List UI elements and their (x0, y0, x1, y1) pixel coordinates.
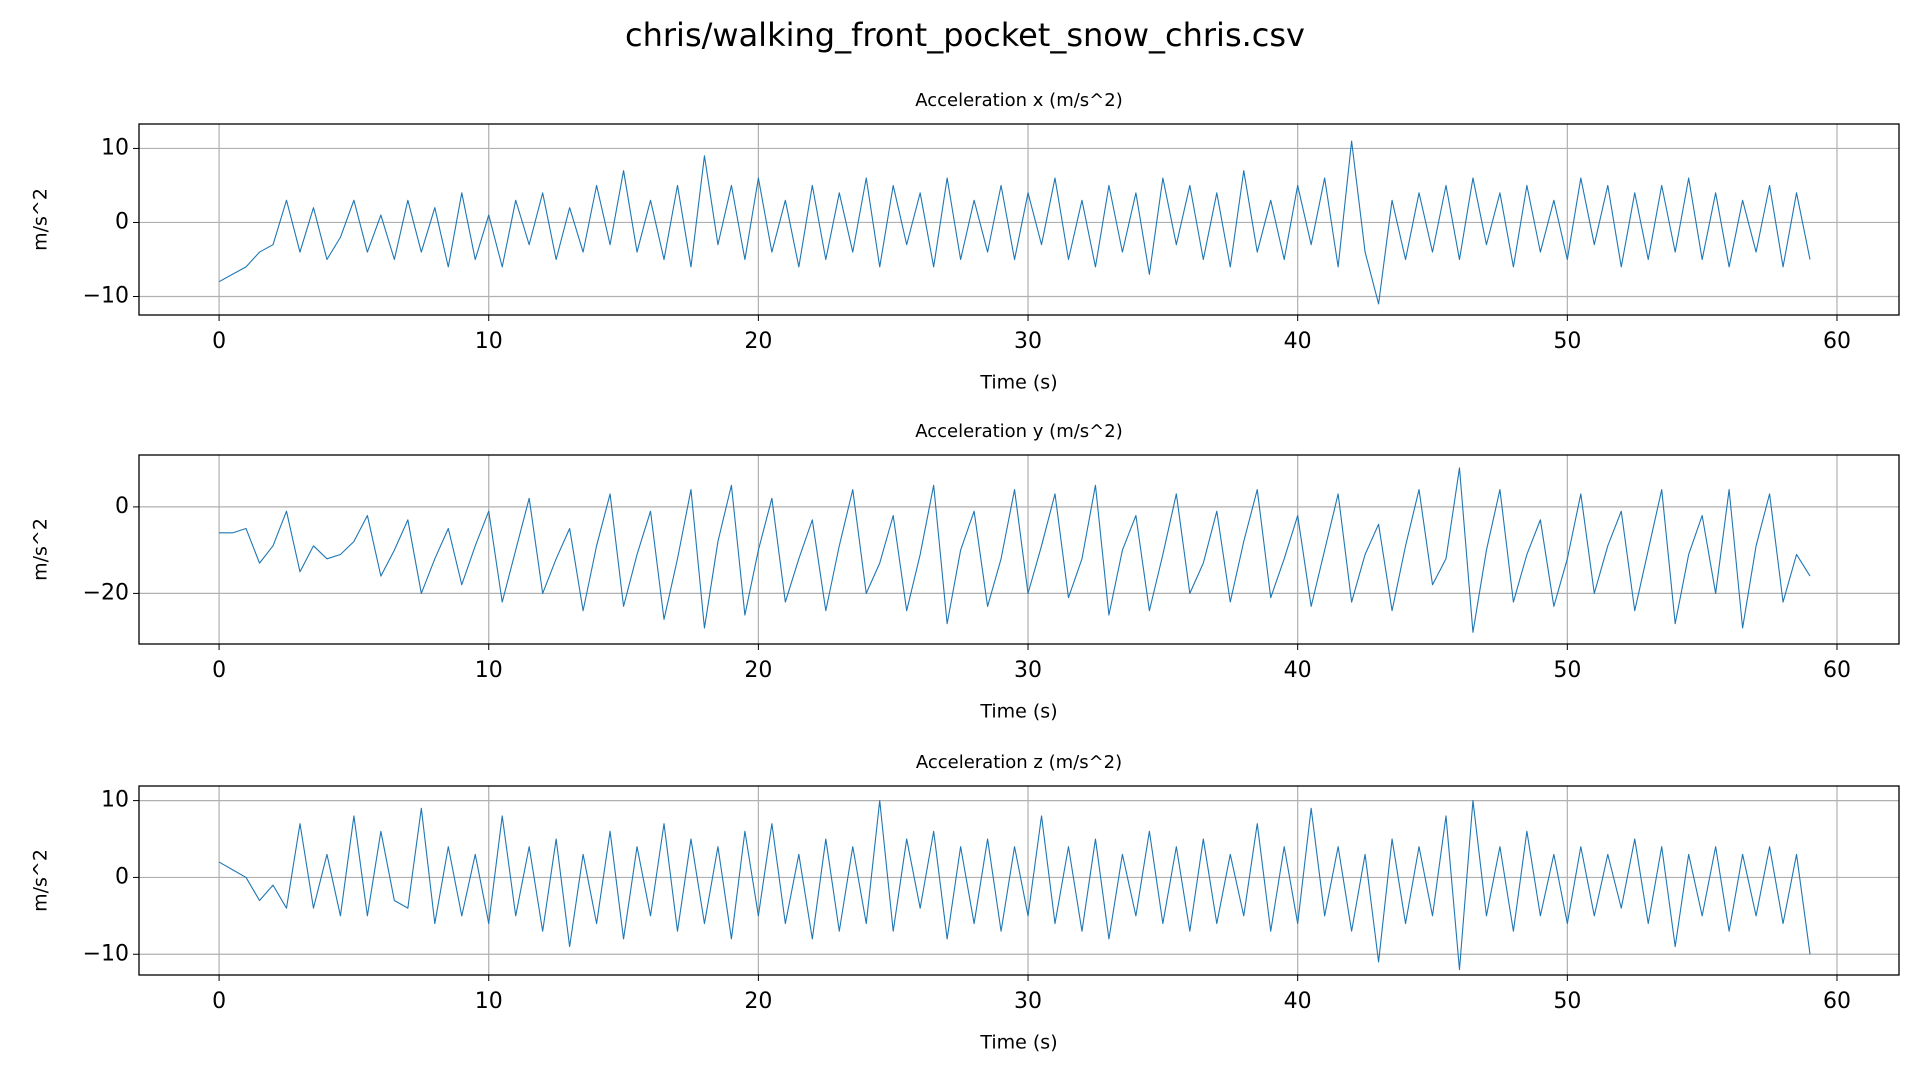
y-axis-label: m/s^2 (30, 188, 52, 251)
y-tick-label: 10 (101, 135, 129, 160)
x-tick-label: 50 (1553, 329, 1581, 354)
x-axis-label: Time (s) (979, 1032, 1057, 1054)
y-tick-label: −10 (83, 941, 129, 966)
axes-frame (138, 454, 1900, 645)
x-tick-label: 30 (1014, 329, 1042, 354)
y-tick-label: 0 (115, 494, 129, 519)
x-tick-label: 30 (1014, 989, 1042, 1014)
x-tick-label: 10 (475, 329, 503, 354)
y-tick-label: 10 (101, 788, 129, 813)
subplot-title: Acceleration x (m/s^2) (915, 90, 1123, 111)
x-tick-label: 20 (744, 989, 772, 1014)
axes-frame (138, 785, 1900, 976)
x-tick-label: 20 (744, 658, 772, 683)
x-tick-label: 30 (1014, 658, 1042, 683)
signal-line (218, 800, 1811, 971)
x-tick-label: 20 (744, 329, 772, 354)
subplot-title: Acceleration z (m/s^2) (916, 752, 1122, 773)
y-tick-label: 0 (115, 864, 129, 889)
x-tick-label: 60 (1823, 658, 1851, 683)
y-axis-label: m/s^2 (30, 849, 52, 912)
y-tick-label: 0 (115, 209, 129, 234)
x-tick-label: 50 (1553, 658, 1581, 683)
x-axis-label: Time (s) (979, 372, 1057, 394)
figure-title: chris/walking_front_pocket_snow_chris.cs… (625, 16, 1305, 54)
x-tick-label: 40 (1284, 989, 1312, 1014)
x-tick-label: 0 (212, 989, 226, 1014)
y-axis-label: m/s^2 (30, 518, 52, 581)
x-tick-label: 10 (475, 989, 503, 1014)
axes-frame (138, 123, 1900, 316)
x-axis-label: Time (s) (979, 701, 1057, 723)
x-tick-label: 0 (212, 658, 226, 683)
y-tick-label: −10 (83, 283, 129, 308)
x-tick-label: 40 (1284, 658, 1312, 683)
subplot-title: Acceleration y (m/s^2) (915, 421, 1123, 442)
x-tick-label: 10 (475, 658, 503, 683)
x-tick-label: 40 (1284, 329, 1312, 354)
x-tick-label: 60 (1823, 329, 1851, 354)
x-tick-label: 60 (1823, 989, 1851, 1014)
signal-line (218, 140, 1811, 305)
y-tick-label: −20 (83, 580, 129, 605)
signal-line (219, 467, 1811, 633)
x-tick-label: 50 (1553, 989, 1581, 1014)
x-tick-label: 0 (212, 329, 226, 354)
